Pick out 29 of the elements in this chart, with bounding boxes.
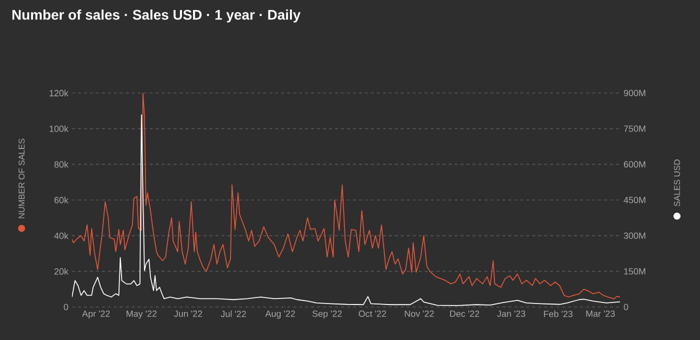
x-tick-label: Feb '23 bbox=[544, 310, 573, 318]
chart-title: Number of sales · Sales USD · 1 year · Daily bbox=[12, 10, 301, 23]
y-tick-label: 120k bbox=[50, 90, 68, 96]
x-tick-label: Jul '22 bbox=[220, 310, 246, 318]
y-tick-label: 0 bbox=[64, 304, 68, 310]
x-tick-label: Oct '22 bbox=[358, 310, 386, 317]
y2-tick-label: 750M bbox=[624, 125, 646, 132]
y-tick-label: 20k bbox=[54, 268, 68, 275]
y-tick-label: 80k bbox=[54, 161, 68, 168]
x-tick-label: Sep '22 bbox=[312, 310, 342, 319]
x-tick-label: Mar '23 bbox=[586, 310, 615, 317]
y2-tick-label: 600M bbox=[624, 161, 646, 168]
y-axis-title: NUMBER OF SALES bbox=[18, 138, 25, 218]
y2-axis-title: SALES USD bbox=[674, 160, 680, 206]
y2-tick-label: 900M bbox=[624, 90, 646, 96]
x-tick-label: Nov '22 bbox=[404, 310, 434, 317]
x-tick-label: Apr '22 bbox=[82, 310, 110, 319]
x-tick-label: Dec '22 bbox=[450, 310, 480, 317]
y2-tick-label: 150M bbox=[624, 268, 646, 275]
y2-tick-label: 0 bbox=[624, 304, 628, 310]
y-tick-label: 40k bbox=[54, 232, 68, 239]
x-tick-label: Jan '23 bbox=[497, 310, 526, 317]
x-tick-label: Jun '22 bbox=[174, 310, 202, 317]
x-tick-label: May '22 bbox=[126, 310, 157, 319]
x-tick-label: Aug '22 bbox=[265, 310, 295, 319]
y-tick-label: 60k bbox=[54, 196, 68, 204]
y2-tick-label: 300M bbox=[624, 232, 646, 239]
y-tick-label: 100k bbox=[50, 125, 68, 132]
y2-tick-label: 450M bbox=[624, 196, 646, 204]
